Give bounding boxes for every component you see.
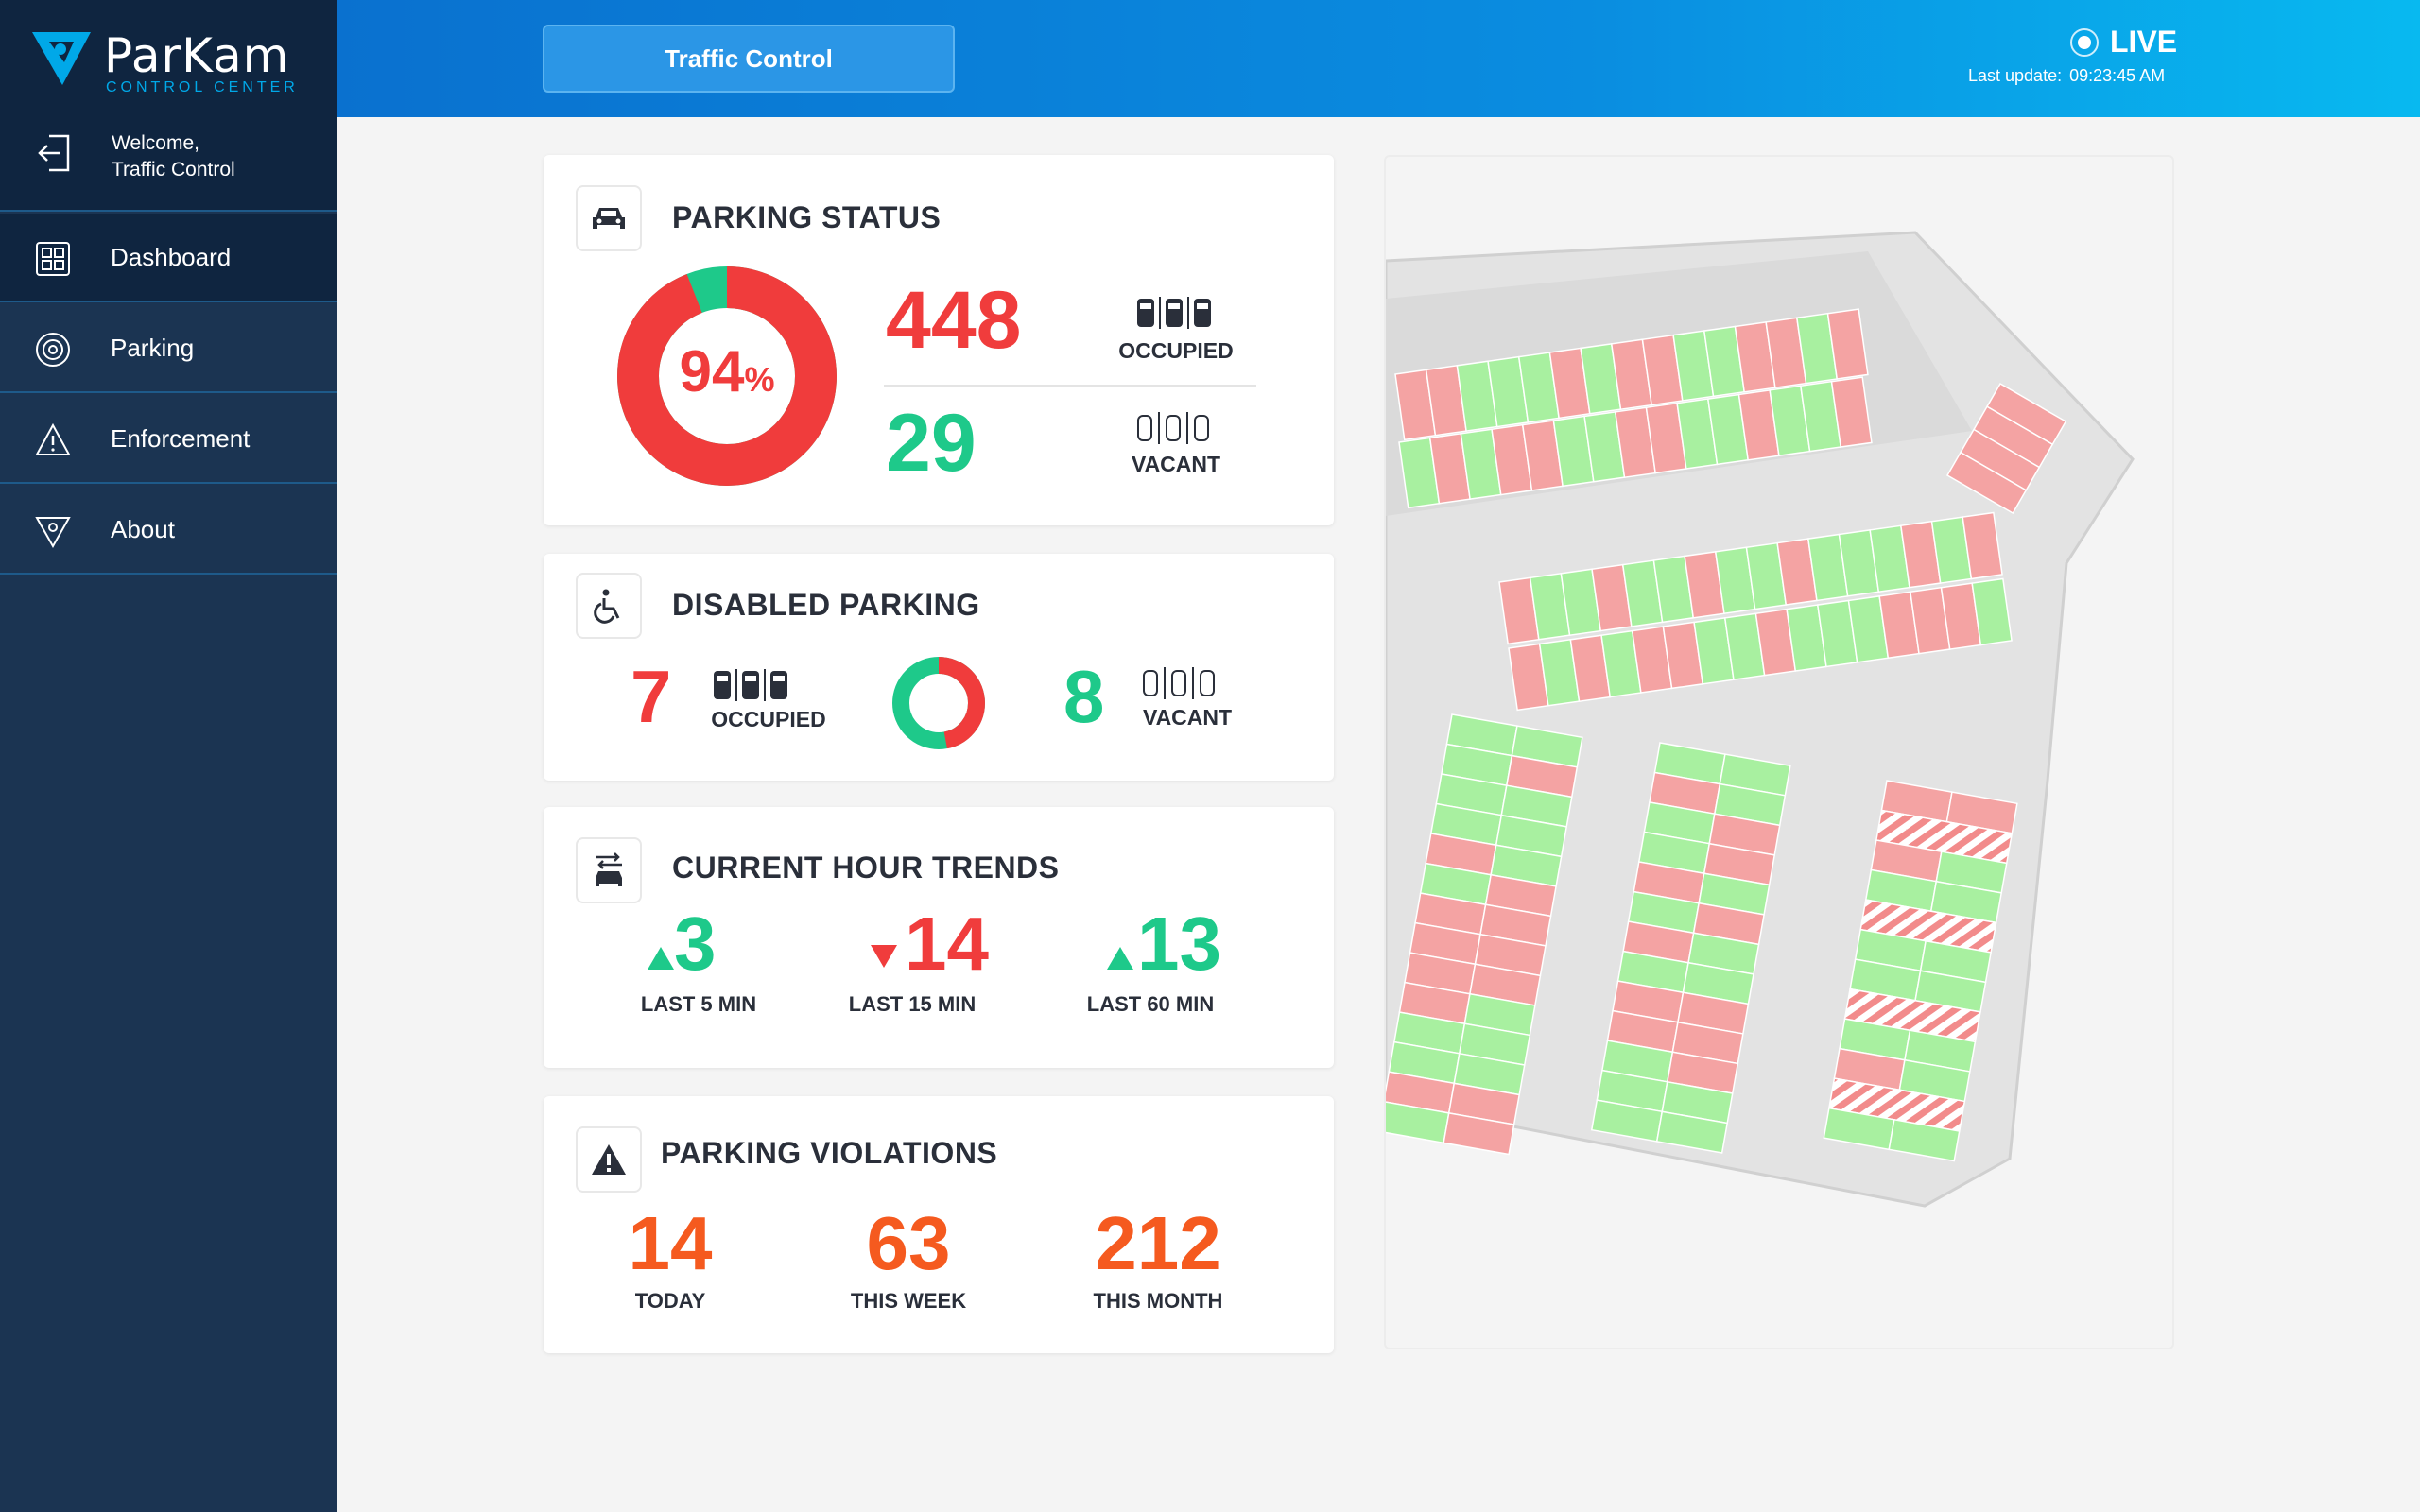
- disabled-occupied-label: OCCUPIED: [711, 707, 826, 731]
- parking-space: [1962, 511, 2003, 580]
- disabled-parking-card: DISABLED PARKING 7 OCCUPIED 8 VACANT: [544, 554, 1334, 781]
- top-header: Traffic Control LIVE Last update: 09:23:4…: [337, 0, 2420, 117]
- wheelchair-icon: [576, 573, 642, 639]
- vacant-label: VACANT: [1131, 452, 1221, 476]
- vacant-count: 29: [886, 398, 977, 489]
- sidebar-item-enforcement[interactable]: Enforcement: [0, 395, 337, 484]
- occupied-cars-icon: [1137, 297, 1211, 329]
- grid-icon: [36, 242, 70, 276]
- trend-60min-label: LAST 60 MIN: [1086, 992, 1215, 1016]
- disabled-vacant-count: 8: [1063, 655, 1105, 738]
- sidebar-item-label: About: [111, 514, 175, 543]
- parkam-logo-icon: [32, 32, 91, 85]
- sidebar-item-dashboard[interactable]: Dashboard: [0, 214, 337, 302]
- trends-title: CURRENT HOUR TRENDS: [672, 850, 1060, 885]
- disabled-donut: [892, 657, 985, 749]
- sidebar: ParKam CONTROL CENTER Welcome, Traffic C…: [0, 0, 337, 1512]
- welcome-text: Welcome, Traffic Control: [112, 130, 235, 183]
- parking-space: [1443, 1111, 1515, 1156]
- parking-space: [1655, 1110, 1729, 1154]
- parking-status-title: PARKING STATUS: [672, 200, 942, 234]
- violations-month-value: 212: [1095, 1201, 1221, 1285]
- parking-lot-map[interactable]: [1386, 157, 2174, 1349]
- trend-down-icon: [871, 945, 897, 968]
- parking-map[interactable]: [1384, 155, 2174, 1349]
- occupied-label: OCCUPIED: [1118, 338, 1234, 363]
- parking-space: [1971, 577, 2013, 646]
- sidebar-item-label: Parking: [111, 333, 195, 362]
- trend-15min: 14: [871, 902, 1018, 986]
- occupancy-percent-value: 94: [679, 339, 745, 404]
- trend-5min-value: 3: [674, 902, 717, 986]
- user-welcome: Welcome, Traffic Control: [0, 112, 337, 212]
- current-hour-trends-card: CURRENT HOUR TRENDS 3 LAST 5 MIN 14 LAST…: [544, 807, 1334, 1068]
- violations-week-value: 63: [866, 1201, 951, 1285]
- last-update-time: 09:23:45 AM: [2069, 66, 2166, 85]
- trend-60min-value: 13: [1137, 902, 1221, 986]
- brand-subtitle: CONTROL CENTER: [106, 79, 299, 95]
- logo-icon: [35, 517, 71, 549]
- violations-week-label: THIS WEEK: [850, 1289, 967, 1313]
- brand-logo[interactable]: ParKam CONTROL CENTER: [0, 0, 337, 112]
- live-indicator: LIVE: [2068, 25, 2177, 60]
- trend-5min: 3: [648, 902, 742, 986]
- logout-icon[interactable]: [36, 132, 74, 174]
- violations-today-label: TODAY: [634, 1289, 706, 1313]
- trend-60min: 13: [1107, 902, 1251, 986]
- sidebar-item-about[interactable]: About: [0, 486, 337, 575]
- user-name: Traffic Control: [112, 159, 235, 180]
- parking-space: [1826, 308, 1869, 380]
- divider: [884, 385, 1256, 387]
- live-icon: [2070, 27, 2099, 57]
- trend-up-icon: [1107, 947, 1133, 970]
- parking-space: [1830, 376, 1873, 448]
- sidebar-item-label: Enforcement: [111, 423, 251, 453]
- last-update: Last update: 09:23:45 AM: [1968, 66, 2165, 86]
- warning-icon: [576, 1126, 642, 1193]
- car-arrows-icon: [576, 837, 642, 903]
- welcome-line: Welcome,: [112, 132, 199, 154]
- sidebar-item-label: Dashboard: [111, 242, 232, 271]
- parking-space: [1888, 1118, 1961, 1162]
- occupancy-percent-sign: %: [744, 360, 775, 399]
- occupied-count: 448: [886, 275, 1022, 366]
- last-update-label: Last update:: [1968, 66, 2063, 85]
- live-label: LIVE: [2110, 25, 2178, 59]
- parking-status-card: PARKING STATUS 94% 448 OCCUPIED 29 VACAN…: [544, 155, 1334, 525]
- disabled-occupied-cars-icon: [714, 669, 787, 701]
- parking-violations-card: PARKING VIOLATIONS 14 TODAY 63 THIS WEEK…: [544, 1096, 1334, 1353]
- violations-month-label: THIS MONTH: [1093, 1289, 1223, 1313]
- occupancy-percent: 94%: [615, 338, 838, 405]
- disabled-occupied-count: 7: [631, 655, 672, 738]
- target-icon: [36, 333, 70, 367]
- sidebar-item-parking[interactable]: Parking: [0, 304, 337, 393]
- trend-15min-value: 14: [905, 902, 989, 986]
- violations-title: PARKING VIOLATIONS: [661, 1136, 998, 1170]
- traffic-control-tab[interactable]: Traffic Control: [543, 25, 955, 93]
- trend-5min-label: LAST 5 MIN: [640, 992, 757, 1016]
- occupancy-donut: [617, 266, 837, 486]
- trend-up-icon: [648, 947, 674, 970]
- warning-icon: [35, 422, 71, 455]
- brand-name: ParKam: [104, 28, 290, 83]
- disabled-vacant-label: VACANT: [1142, 705, 1233, 730]
- disabled-vacant-spaces-icon: [1143, 667, 1215, 699]
- car-icon: [576, 185, 642, 251]
- trend-15min-label: LAST 15 MIN: [848, 992, 977, 1016]
- vacant-spaces-icon: [1137, 412, 1209, 444]
- violations-today-value: 14: [628, 1201, 713, 1285]
- disabled-parking-title: DISABLED PARKING: [672, 588, 980, 622]
- parking-space: [1945, 451, 2028, 515]
